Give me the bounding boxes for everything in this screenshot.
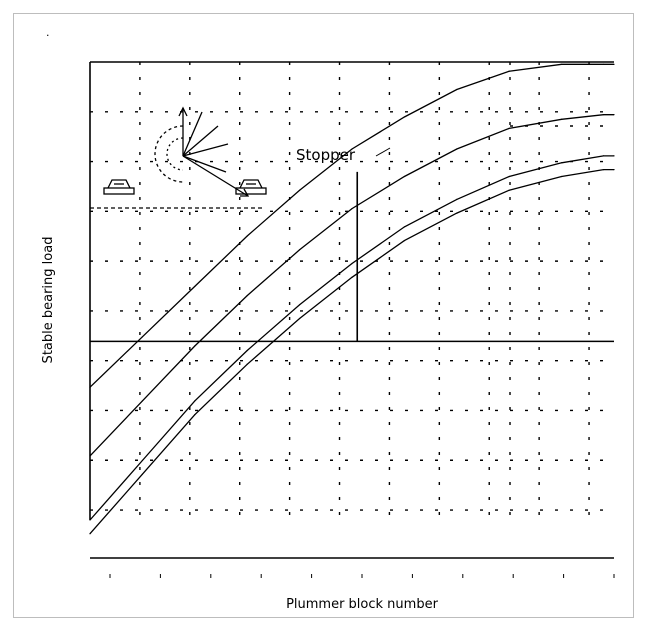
series-3-point <box>613 155 615 157</box>
series-2-point <box>299 249 301 251</box>
right-bearing-block-icon <box>235 179 267 195</box>
series-1-point <box>403 116 405 118</box>
series-3-point <box>194 400 196 402</box>
series-3-point <box>561 162 563 164</box>
grid <box>90 62 614 520</box>
series-4-point <box>351 276 353 278</box>
series-2-point <box>403 175 405 178</box>
series-4-point <box>246 363 248 365</box>
series-3-point <box>246 349 248 352</box>
x-axis-label: Plummer block number <box>286 597 439 612</box>
series-3-point <box>89 519 91 521</box>
series-3-point <box>403 226 405 228</box>
series-1-point <box>246 235 248 237</box>
series-4-point <box>89 533 91 535</box>
series-1-point <box>89 386 91 388</box>
series-2-point <box>194 345 196 347</box>
series-1-point <box>351 148 353 150</box>
series-2-point <box>246 294 248 297</box>
series-3-point <box>456 198 458 200</box>
series-2-point <box>561 118 563 120</box>
series-layer <box>89 63 615 535</box>
series-2-point <box>602 114 605 116</box>
annotation-leader <box>375 147 391 157</box>
series-1-point <box>456 88 458 91</box>
series-4-point <box>508 189 510 191</box>
series-3-point <box>299 304 301 306</box>
series-4-point <box>141 473 143 475</box>
series-1-point <box>602 63 605 65</box>
top-left-mark: · <box>46 29 50 42</box>
series-2-point <box>351 207 353 210</box>
series-4-point <box>602 169 605 171</box>
series-4-point <box>194 414 196 416</box>
series-4-point <box>456 212 458 214</box>
series-1-point <box>561 63 563 65</box>
series-4-point <box>561 175 563 178</box>
series-line-2 <box>89 114 614 457</box>
series-1-point <box>613 63 615 65</box>
series-3-point <box>351 262 353 265</box>
series-2-point <box>89 455 91 457</box>
series-3-point <box>508 175 510 178</box>
series-2-point <box>141 400 143 402</box>
series-1-point <box>194 285 196 288</box>
series-line-4 <box>89 168 614 535</box>
series-3-point <box>602 155 605 157</box>
series-4-point <box>299 317 301 320</box>
series-1-point <box>508 70 510 72</box>
series-4-point <box>613 169 615 171</box>
axes <box>89 61 615 578</box>
bearing-angle-diagram-icon <box>90 106 267 209</box>
series-1-point <box>299 189 301 191</box>
series-3-point <box>141 459 143 462</box>
y-axis-label: Stable bearing load <box>41 237 56 364</box>
left-bearing-block-icon <box>103 179 135 195</box>
figure-frame <box>13 13 634 618</box>
series-2-point <box>508 127 510 130</box>
series-line-3 <box>89 155 614 521</box>
annotation-stopper: Stopper <box>296 146 356 164</box>
series-2-point <box>456 148 458 150</box>
series-2-point <box>613 114 615 116</box>
series-1-point <box>141 336 143 338</box>
series-line-1 <box>89 63 614 388</box>
series-4-point <box>403 240 405 242</box>
